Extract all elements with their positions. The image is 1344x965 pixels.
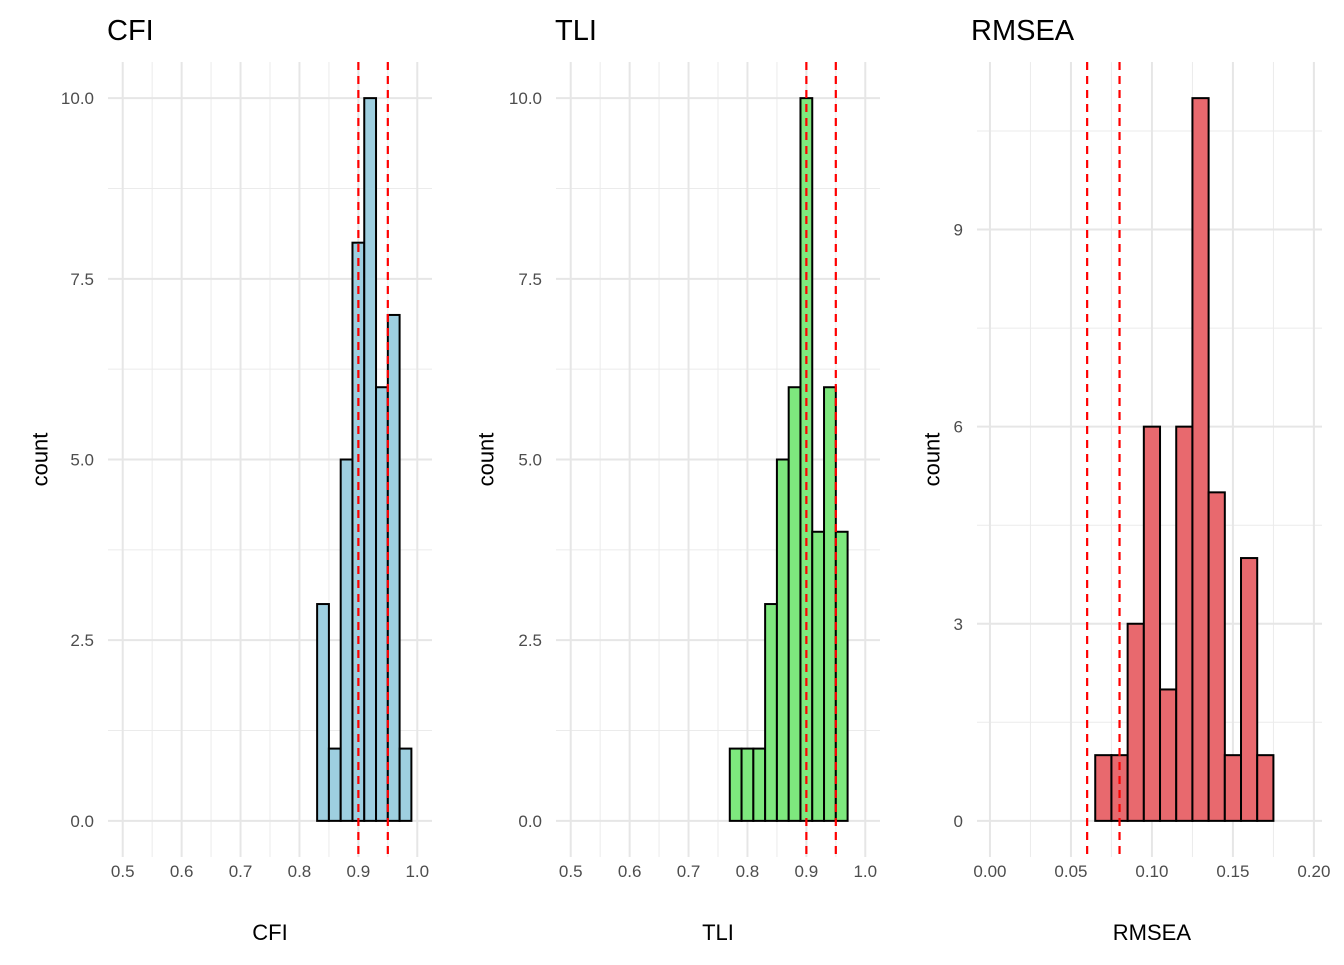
- x-tick-label: 0.7: [677, 862, 701, 881]
- histogram-bar: [811, 530, 826, 822]
- y-tick-label: 0.0: [518, 812, 542, 831]
- panel-tli: 0.5 0.6 0.7 0.8 0.9 1.0 0.0 2.5 5.0 7.5 10.0 TLI TLI…: [474, 15, 880, 945]
- histogram-bar: [1159, 688, 1178, 822]
- x-tick-label: 0.5: [559, 862, 583, 881]
- histogram-bar: [1094, 754, 1113, 822]
- y-tick-label: 5.0: [70, 451, 94, 470]
- x-tick-label: 0.9: [795, 862, 819, 881]
- histogram-bar: [1240, 557, 1259, 822]
- histogram-bar: [823, 386, 837, 822]
- histogram-bar: [1256, 754, 1275, 822]
- y-tick-label: 2.5: [70, 631, 94, 650]
- panel-cfi: 0.5 0.6 0.7 0.8 0.9 1.0 0.0 2.5 5.0 7.5 10.0 CFI CFI…: [28, 15, 432, 945]
- y-tick-label: 10.0: [509, 89, 542, 108]
- x-tick-label: 0.6: [170, 862, 194, 881]
- panel-title: CFI: [107, 15, 154, 47]
- x-tick-label: 0.6: [618, 862, 642, 881]
- y-tick-label: 6: [954, 418, 963, 437]
- y-tick-label: 9: [954, 221, 963, 240]
- panel-rmsea: 0.00 0.05 0.10 0.15 0.20 0 3 6 9 RMSEA RMSEA count: [920, 15, 1331, 945]
- x-tick-label: 0.10: [1135, 862, 1168, 881]
- x-axis-label: RMSEA: [1113, 920, 1192, 945]
- histogram-bar: [764, 603, 778, 822]
- x-tick-label: 0.7: [229, 862, 253, 881]
- histogram-bar: [1175, 425, 1194, 822]
- histogram-bar: [1142, 425, 1162, 822]
- histogram-bar: [740, 747, 755, 822]
- panel-title: RMSEA: [971, 15, 1075, 47]
- histogram-bar: [1126, 622, 1145, 822]
- x-tick-label: 1.0: [853, 862, 877, 881]
- histogram-bar: [316, 603, 330, 822]
- y-axis-label: count: [920, 433, 945, 487]
- panel-title: TLI: [555, 15, 597, 47]
- x-tick-label: 0.05: [1054, 862, 1087, 881]
- x-tick-label: 1.0: [405, 862, 429, 881]
- y-tick-label: 7.5: [70, 270, 94, 289]
- y-tick-label: 10.0: [61, 89, 94, 108]
- y-axis-label: count: [474, 433, 499, 487]
- histogram-bar: [327, 747, 342, 822]
- x-tick-label: 0.15: [1216, 862, 1249, 881]
- x-tick-label: 0.20: [1297, 862, 1330, 881]
- histogram-bar: [386, 313, 401, 822]
- y-tick-label: 0.0: [70, 812, 94, 831]
- x-axis-label: CFI: [252, 920, 287, 945]
- y-tick-label: 3: [954, 615, 963, 634]
- histogram-bar: [775, 458, 790, 822]
- histogram-bar: [1191, 97, 1210, 822]
- histogram-bar: [363, 97, 378, 822]
- x-tick-label: 0.5: [111, 862, 135, 881]
- y-tick-label: 2.5: [518, 631, 542, 650]
- histogram-bar: [752, 747, 767, 822]
- histogram-bar: [398, 747, 413, 822]
- histogram-bar: [1207, 491, 1226, 822]
- histogram-bar: [834, 530, 849, 822]
- x-axis-label: TLI: [702, 920, 734, 945]
- y-tick-label: 0: [954, 812, 963, 831]
- histogram-bar: [1223, 754, 1243, 822]
- histogram-bar: [728, 747, 743, 822]
- histogram-bar: [375, 386, 389, 822]
- y-axis-label: count: [28, 433, 53, 487]
- y-tick-label: 7.5: [518, 270, 542, 289]
- histogram-bar: [787, 386, 802, 822]
- histogram-bar: [339, 458, 354, 822]
- x-tick-label: 0.8: [736, 862, 760, 881]
- x-tick-label: 0.9: [347, 862, 371, 881]
- x-tick-label: 0.00: [973, 862, 1006, 881]
- x-tick-label: 0.8: [288, 862, 312, 881]
- y-tick-label: 5.0: [518, 451, 542, 470]
